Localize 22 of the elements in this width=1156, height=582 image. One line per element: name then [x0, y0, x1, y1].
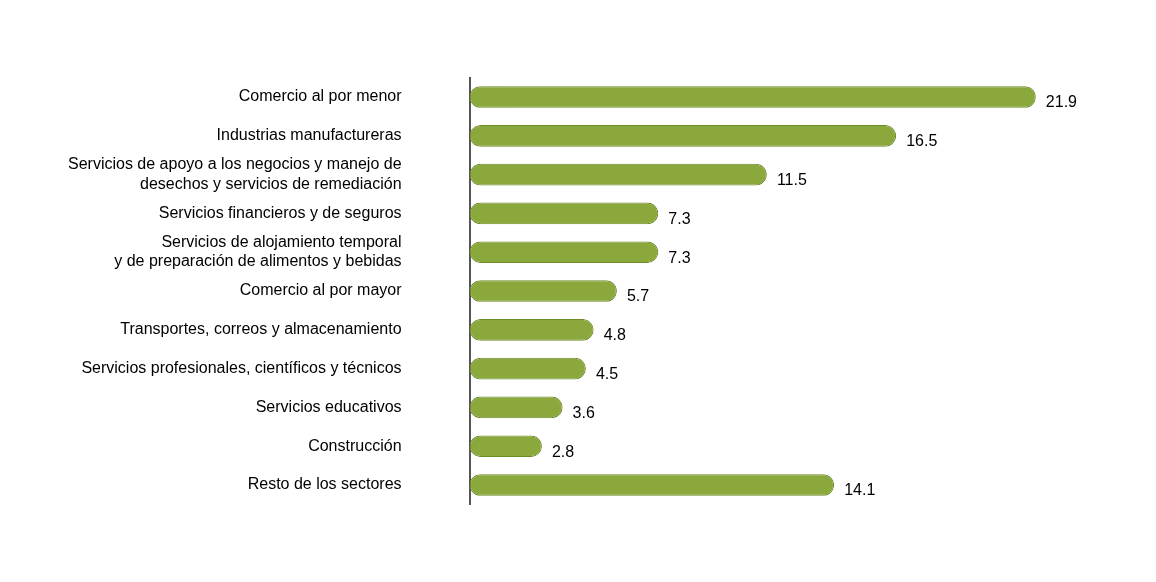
y-tick-label: Comercio al por mayor [239, 281, 403, 299]
y-tick-label: Servicios financieros y de seguros [158, 203, 402, 221]
y-tick-label: Industrias manufactureras [216, 126, 402, 144]
y-tick-label: Servicios profesionales, científicos y técnicos [81, 359, 402, 377]
y-tick-label: Resto de los sectores [247, 475, 402, 493]
y-tick-label: Transportes, correos y almacenamiento [120, 320, 402, 338]
data-label: 5.7 [626, 287, 650, 305]
data-label: 4.8 [603, 326, 626, 344]
data-label: 16.5 [906, 132, 938, 150]
y-tick-label: Comercio al por menor [238, 87, 403, 105]
y-tick-label: Construcción [308, 436, 402, 454]
data-label: 21.9 [1045, 93, 1078, 111]
data-label: 14.1 [844, 481, 876, 499]
data-label: 11.5 [776, 171, 807, 189]
y-tick-label: Servicios educativos [255, 397, 402, 415]
data-label: 4.5 [595, 365, 619, 383]
data-label: 2.8 [551, 442, 575, 460]
y-tick-label: Servicios de apoyo a los negocios y manejo de desechos y servicios de remediación [68, 155, 402, 192]
data-label: 3.6 [572, 403, 595, 421]
y-tick-label: Servicios de alojamiento temporal y de preparación de alimentos y bebidas [114, 233, 402, 270]
data-label: 7.3 [668, 209, 691, 227]
data-label: 7.3 [668, 248, 691, 266]
